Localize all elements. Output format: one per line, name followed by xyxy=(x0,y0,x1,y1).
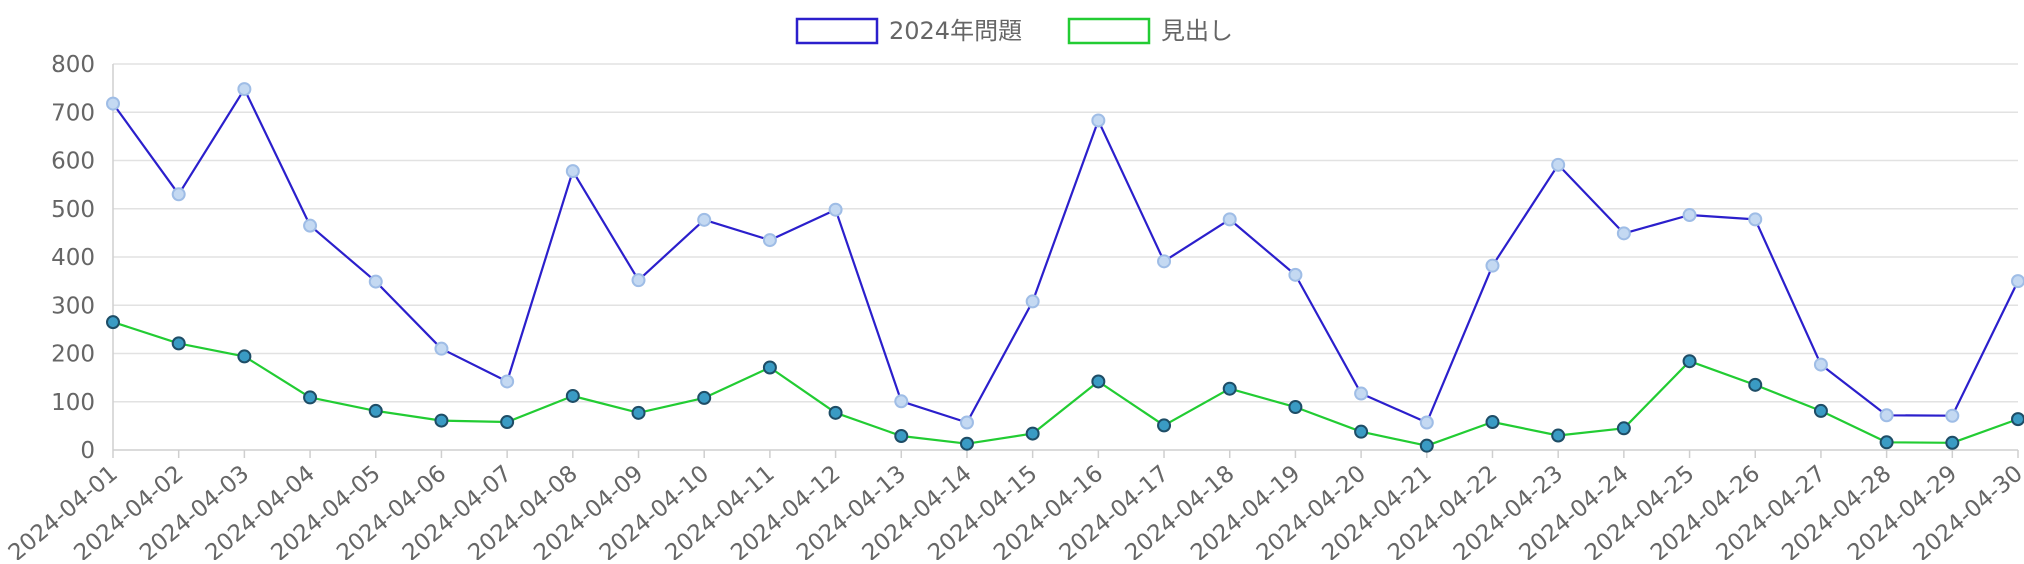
data-point[interactable] xyxy=(1813,357,1828,372)
y-tick-label: 100 xyxy=(51,390,95,416)
data-point[interactable] xyxy=(1748,377,1763,392)
series-line xyxy=(112,87,2019,424)
y-tick-label: 700 xyxy=(51,100,95,126)
data-point[interactable] xyxy=(828,202,843,217)
series-1 xyxy=(106,82,2024,430)
data-point[interactable] xyxy=(106,315,120,330)
y-tick-label: 600 xyxy=(51,149,95,175)
y-tick-label: 500 xyxy=(51,197,95,223)
data-point[interactable] xyxy=(1354,386,1369,401)
data-point[interactable] xyxy=(303,218,318,233)
data-point[interactable] xyxy=(1485,415,1500,430)
data-point[interactable] xyxy=(1879,408,1894,423)
legend-item-1[interactable]: 2024年問題 xyxy=(795,17,1022,45)
x-axis: 2024-04-012024-04-022024-04-032024-04-04… xyxy=(4,450,2024,564)
data-point[interactable] xyxy=(1091,113,1106,128)
legend-label: 見出し xyxy=(1161,17,1233,45)
legend-label: 2024年問題 xyxy=(889,17,1022,45)
data-point[interactable] xyxy=(1945,408,1960,423)
data-point[interactable] xyxy=(1682,208,1697,223)
y-tick-label: 0 xyxy=(80,438,95,464)
data-point[interactable] xyxy=(434,341,449,356)
data-point[interactable] xyxy=(1682,354,1697,369)
data-point[interactable] xyxy=(565,388,580,403)
data-point[interactable] xyxy=(2011,412,2024,427)
data-point[interactable] xyxy=(2011,274,2024,289)
legend: 2024年問題 見出し xyxy=(795,17,1233,45)
data-point[interactable] xyxy=(1419,415,1434,430)
y-tick-label: 800 xyxy=(51,52,95,78)
data-point[interactable] xyxy=(500,415,515,430)
data-point[interactable] xyxy=(1157,418,1172,433)
data-point[interactable] xyxy=(368,274,383,289)
data-point[interactable] xyxy=(1288,267,1303,282)
data-point[interactable] xyxy=(762,233,777,248)
data-point[interactable] xyxy=(368,403,383,418)
series-line xyxy=(112,321,2019,447)
legend-swatch xyxy=(795,17,879,45)
data-point[interactable] xyxy=(828,405,843,420)
data-point[interactable] xyxy=(1813,403,1828,418)
data-point[interactable] xyxy=(762,360,777,375)
legend-item-2[interactable]: 見出し xyxy=(1067,17,1233,45)
series-2 xyxy=(106,315,2024,453)
data-point[interactable] xyxy=(237,82,252,97)
data-point[interactable] xyxy=(1945,435,1960,450)
data-point[interactable] xyxy=(631,405,646,420)
data-point[interactable] xyxy=(959,436,974,451)
data-point[interactable] xyxy=(1222,381,1237,396)
data-point[interactable] xyxy=(697,212,712,227)
data-point[interactable] xyxy=(1551,157,1566,172)
data-point[interactable] xyxy=(1551,428,1566,443)
data-point[interactable] xyxy=(894,394,909,409)
y-axis: 0 100 200 300 400 500 600 700 800 xyxy=(51,52,114,464)
y-tick-label: 400 xyxy=(51,245,95,271)
data-point[interactable] xyxy=(1748,212,1763,227)
data-point[interactable] xyxy=(1025,426,1040,441)
data-point[interactable] xyxy=(1025,294,1040,309)
data-point[interactable] xyxy=(1354,424,1369,439)
data-point[interactable] xyxy=(1288,400,1303,415)
data-point[interactable] xyxy=(565,164,580,179)
data-point[interactable] xyxy=(106,96,120,111)
data-point[interactable] xyxy=(959,415,974,430)
data-point[interactable] xyxy=(697,390,712,405)
y-tick-label: 300 xyxy=(51,293,95,319)
data-point[interactable] xyxy=(1091,374,1106,389)
data-point[interactable] xyxy=(303,390,318,405)
legend-swatch xyxy=(1067,17,1151,45)
data-point[interactable] xyxy=(1222,212,1237,227)
series-layer xyxy=(106,82,2024,453)
data-point[interactable] xyxy=(237,349,252,364)
data-point[interactable] xyxy=(1879,435,1894,450)
data-point[interactable] xyxy=(434,413,449,428)
y-tick-label: 200 xyxy=(51,342,95,368)
data-point[interactable] xyxy=(1157,254,1172,269)
data-point[interactable] xyxy=(500,374,515,389)
data-point[interactable] xyxy=(171,336,186,351)
data-point[interactable] xyxy=(1419,438,1434,453)
data-point[interactable] xyxy=(1616,421,1631,436)
gridlines xyxy=(113,63,2018,451)
data-point[interactable] xyxy=(631,273,646,288)
data-point[interactable] xyxy=(1616,226,1631,241)
data-point[interactable] xyxy=(1485,258,1500,273)
data-point[interactable] xyxy=(171,187,186,202)
data-point[interactable] xyxy=(894,429,909,444)
